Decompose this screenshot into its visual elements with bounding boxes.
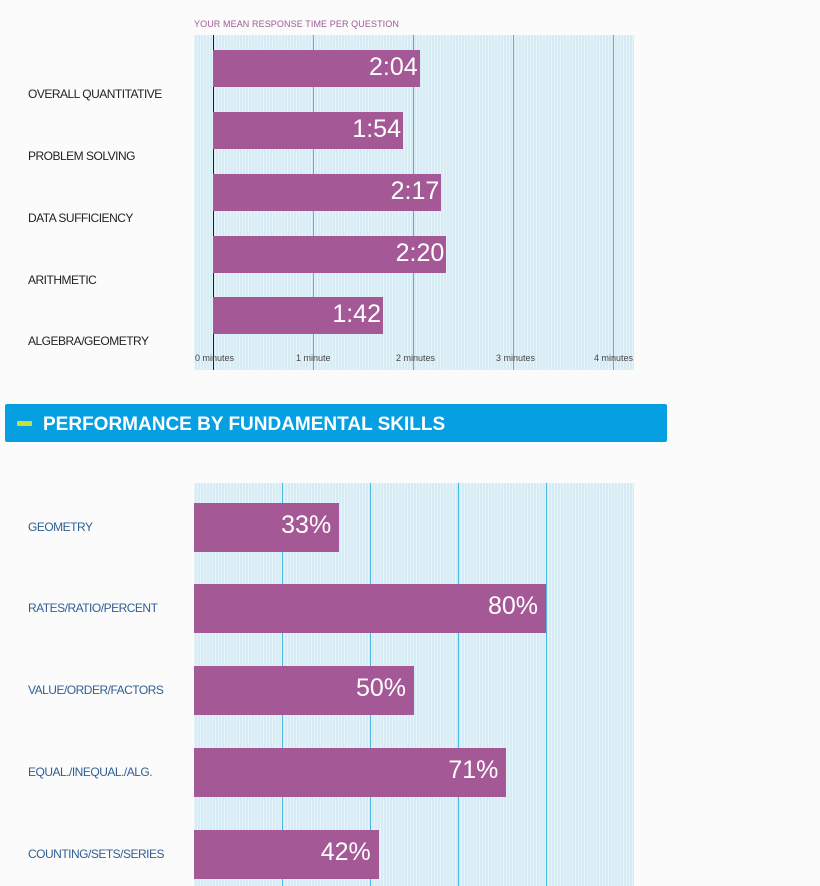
skills-plot: 33% 80% 50% 71% 42%: [194, 483, 634, 886]
x-tick-label: 1 minute: [296, 353, 331, 363]
response-time-plot: 0 minutes 1 minute 2 minutes 3 minutes 4 min…: [194, 35, 634, 370]
bar-value-label: 2:04: [368, 53, 418, 81]
bar: [194, 503, 340, 552]
x-tick-label: 3 minutes: [496, 353, 536, 363]
category-label: PROBLEM SOLVING: [28, 149, 135, 163]
x-tick-label: 0 minutes: [195, 353, 235, 363]
bar: [194, 666, 414, 715]
category-label: ALGEBRA/GEOMETRY: [28, 334, 149, 348]
response-time-chart-title: YOUR MEAN RESPONSE TIME PER QUESTION: [194, 19, 399, 29]
category-label: RATES/RATIO/PERCENT: [28, 601, 158, 615]
bar-value-label: 71%: [448, 756, 499, 784]
bar-value-label: 42%: [320, 838, 371, 866]
bar: [213, 50, 420, 87]
section-title: PERFORMANCE BY FUNDAMENTAL SKILLS: [43, 414, 446, 435]
bar: [194, 584, 546, 633]
bar-value-label: 2:20: [395, 239, 445, 267]
bar-value-label: 33%: [281, 511, 332, 539]
bar: [213, 236, 447, 273]
bar: [194, 748, 507, 797]
category-label: EQUAL./INEQUAL./ALG.: [28, 765, 153, 779]
bar: [213, 112, 403, 149]
bar-value-label: 80%: [487, 592, 538, 620]
bar-value-label: 1:42: [332, 300, 381, 328]
bar: [213, 174, 442, 211]
category-label: OVERALL QUANTITATIVE: [28, 87, 162, 101]
gridline: [613, 35, 614, 370]
category-label: ARITHMETIC: [28, 273, 97, 287]
fundamental-skills-header[interactable]: PERFORMANCE BY FUNDAMENTAL SKILLS: [5, 404, 667, 442]
bar-value-label: 2:17: [390, 177, 440, 205]
x-tick-label: 4 minutes: [593, 353, 633, 363]
category-label: DATA SUFFICIENCY: [28, 211, 133, 225]
gridline: [546, 483, 547, 886]
category-label: COUNTING/SETS/SERIES: [28, 847, 165, 861]
x-tick-label: 2 minutes: [396, 353, 436, 363]
collapse-dash-icon[interactable]: [17, 421, 32, 426]
bar: [213, 297, 383, 334]
category-label: VALUE/ORDER/FACTORS: [28, 683, 164, 697]
bar-value-label: 50%: [355, 674, 406, 702]
category-label: GEOMETRY: [28, 520, 93, 534]
bar: [194, 830, 379, 879]
bar-value-label: 1:54: [352, 115, 401, 143]
gridline: [513, 35, 514, 370]
gridline: [458, 483, 459, 886]
